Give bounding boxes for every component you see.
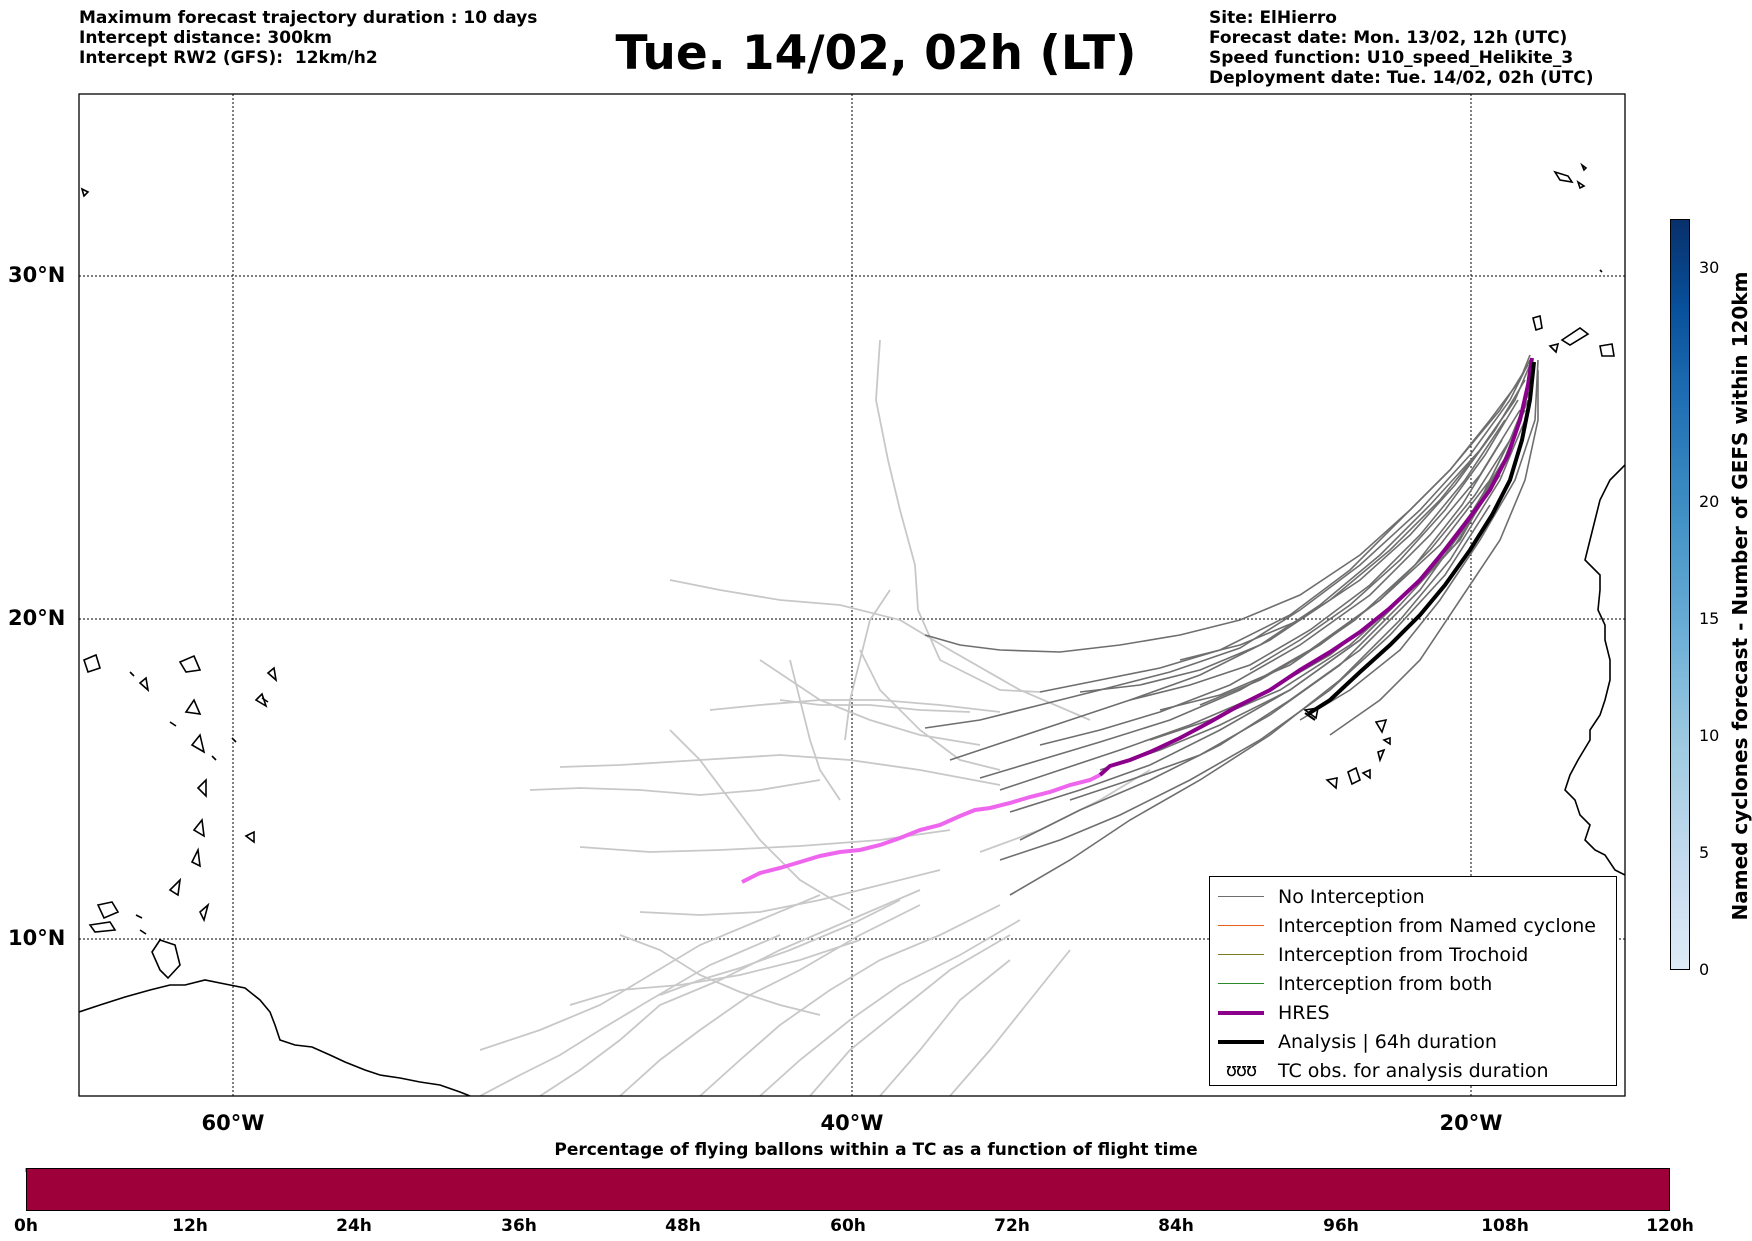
legend-label: Interception from Named cyclone	[1278, 914, 1596, 937]
pct-tick-84h: 84h	[1158, 1216, 1194, 1236]
pct-tick-12h: 12h	[172, 1216, 208, 1236]
legend-swatch-green-line	[1218, 983, 1264, 984]
legend-item-analysis: Analysis | 64h duration	[1210, 1027, 1616, 1056]
legend-item-hres: HRES	[1210, 998, 1616, 1027]
legend-swatch-black-line	[1218, 1039, 1264, 1044]
legend-item-both: Interception from both	[1210, 969, 1616, 998]
legend-swatch-olive-line	[1218, 954, 1264, 955]
percentage-bar-title: Percentage of flying ballons within a TC…	[554, 1140, 1198, 1160]
lat-label-10n: 10°N	[8, 926, 66, 950]
colorbar-tick-20: 20	[1699, 492, 1720, 511]
map-frame	[78, 93, 1626, 1097]
caribbean-small-islands	[129, 671, 269, 935]
legend-label: TC obs. for analysis duration	[1278, 1059, 1549, 1082]
colorbar-label: Named cyclones forecast - Number of GEFS…	[1728, 271, 1752, 921]
colorbar-tick-30: 30	[1699, 258, 1720, 277]
header-line-1: Maximum forecast trajectory duration : 1…	[79, 8, 538, 28]
madeira-islands	[1553, 162, 1603, 273]
pct-tick-120h: 120h	[1646, 1216, 1694, 1236]
percentage-bar	[26, 1168, 1670, 1211]
header-line-3: Intercept RW2 (GFS): 12km/h2	[79, 48, 378, 68]
colorbar-tick-0: 0	[1699, 960, 1710, 979]
cyclone-colorbar	[1670, 219, 1690, 970]
colorbar-tick-10: 10	[1699, 726, 1720, 745]
legend-swatch-gray-line	[1218, 896, 1264, 897]
legend-label: Interception from both	[1278, 972, 1493, 995]
tc-symbol-icon: ʊʊʊ	[1225, 1060, 1257, 1081]
lat-label-20n: 20°N	[8, 606, 66, 630]
analysis-trajectory	[1306, 361, 1536, 716]
speed-function-label: Speed function: U10_speed_Helikite_3	[1209, 48, 1574, 68]
venezuela-bay	[151, 939, 181, 980]
site-label: Site: ElHierro	[1209, 8, 1337, 28]
forecast-date-label: Forecast date: Mon. 13/02, 12h (UTC)	[1209, 28, 1568, 48]
page-title: Tue. 14/02, 02h (LT)	[615, 26, 1137, 81]
legend-label: Analysis | 64h duration	[1278, 1030, 1497, 1053]
pct-tick-48h: 48h	[665, 1216, 701, 1236]
canary-islands	[1532, 314, 1615, 357]
deployment-date-label: Deployment date: Tue. 14/02, 02h (UTC)	[1209, 68, 1594, 88]
legend-label: Interception from Trochoid	[1278, 943, 1529, 966]
hres-trajectory-tail	[741, 773, 1101, 884]
pct-tick-60h: 60h	[830, 1216, 866, 1236]
south-america-coast	[79, 979, 471, 1096]
pct-tick-0h: 0h	[14, 1216, 38, 1236]
pct-tick-36h: 36h	[501, 1216, 537, 1236]
header-line-2: Intercept distance: 300km	[79, 28, 332, 48]
lon-label-20w: 20°W	[1439, 1111, 1503, 1135]
colorbar-tick-15: 15	[1699, 609, 1720, 628]
lon-label-60w: 60°W	[201, 1111, 265, 1135]
legend-swatch-orange-line	[1218, 925, 1264, 926]
coastlines	[79, 162, 1625, 1096]
analysis-start-marker	[1304, 712, 1316, 721]
caribbean-islands	[80, 187, 278, 933]
hres-trajectory	[1098, 357, 1534, 777]
map-legend: No Interception Interception from Named …	[1209, 876, 1617, 1086]
legend-item-trochoid: Interception from Trochoid	[1210, 940, 1616, 969]
trajectory-tails-light	[479, 339, 1151, 1096]
pct-tick-72h: 72h	[994, 1216, 1030, 1236]
legend-item-no-interception: No Interception	[1210, 882, 1616, 911]
legend-label: No Interception	[1278, 885, 1425, 908]
pct-tick-24h: 24h	[336, 1216, 372, 1236]
legend-label: HRES	[1278, 1001, 1330, 1024]
pct-tick-96h: 96h	[1323, 1216, 1359, 1236]
legend-swatch-purple-line	[1218, 1010, 1264, 1015]
africa-coast	[1564, 464, 1625, 876]
lon-label-40w: 40°W	[820, 1111, 884, 1135]
trajectories-no-interception	[924, 354, 1539, 896]
lat-label-30n: 30°N	[8, 263, 66, 287]
cape-verde-islands	[1302, 707, 1391, 790]
legend-item-named-cyclone: Interception from Named cyclone	[1210, 911, 1616, 940]
colorbar-tick-5: 5	[1699, 843, 1710, 862]
legend-item-tc-obs: ʊʊʊ TC obs. for analysis duration	[1210, 1056, 1616, 1085]
pct-tick-108h: 108h	[1481, 1216, 1529, 1236]
